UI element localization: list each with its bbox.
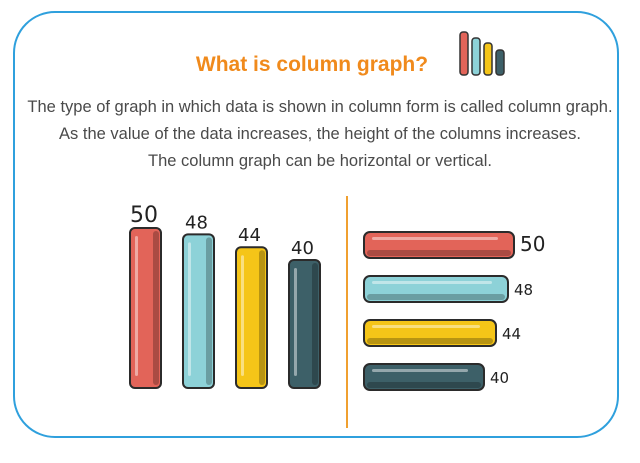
description-line-2: As the value of the data increases, the … — [59, 125, 581, 143]
h-bar-label-1: 50 — [520, 232, 545, 256]
h-bar-label-4: 40 — [490, 369, 509, 387]
description: The type of graph in which data is shown… — [20, 94, 620, 175]
h-bar-2 — [363, 275, 509, 303]
v-bar-label-3: 44 — [238, 225, 261, 246]
divider — [346, 196, 348, 428]
v-bar-3 — [235, 246, 268, 389]
description-line-1: The type of graph in which data is shown… — [27, 98, 613, 116]
vertical-column-chart: 50 48 44 40 — [129, 203, 321, 389]
card-frame — [13, 11, 619, 438]
h-bar-1 — [363, 231, 515, 259]
v-bar-label-2: 48 — [185, 212, 208, 233]
horizontal-column-chart: 50 48 44 40 — [363, 231, 545, 391]
column-graph-icon — [459, 31, 505, 76]
v-bar-label-4: 40 — [291, 238, 314, 259]
description-line-3: The column graph can be horizontal or ve… — [148, 152, 492, 170]
h-bar-3 — [363, 319, 497, 347]
page-title: What is column graph? — [195, 53, 429, 76]
h-bar-4 — [363, 363, 485, 391]
v-bar-2 — [182, 233, 215, 389]
v-bar-1 — [129, 227, 162, 389]
v-bar-4 — [288, 259, 321, 389]
h-bar-label-3: 44 — [502, 325, 521, 343]
v-bar-label-1: 50 — [130, 203, 158, 228]
h-bar-label-2: 48 — [514, 281, 533, 299]
